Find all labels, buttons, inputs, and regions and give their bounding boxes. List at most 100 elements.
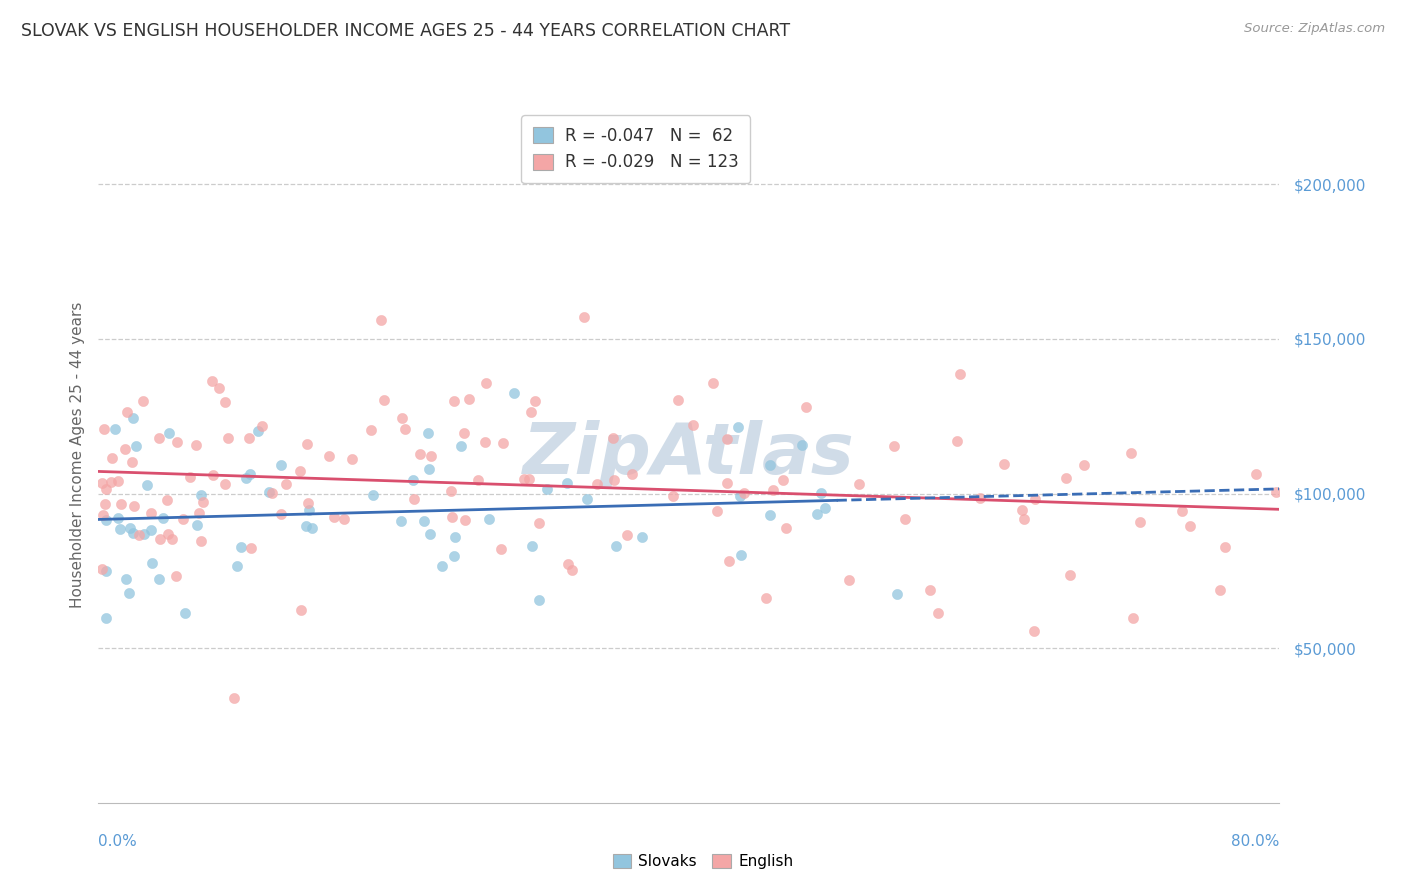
- Point: [107, 474, 129, 488]
- Point: [301, 520, 323, 534]
- Point: [104, 422, 127, 436]
- Point: [188, 506, 211, 520]
- Point: [728, 489, 751, 503]
- Point: [478, 512, 501, 526]
- Point: [513, 472, 536, 486]
- Point: [682, 418, 704, 433]
- Point: [252, 419, 274, 434]
- Y-axis label: Householder Income Ages 25 - 44 years: Householder Income Ages 25 - 44 years: [69, 301, 84, 608]
- Point: [174, 606, 197, 620]
- Point: [124, 439, 146, 453]
- Point: [492, 436, 515, 450]
- Point: [152, 511, 174, 525]
- Point: [949, 367, 972, 381]
- Point: [214, 476, 236, 491]
- Point: [93, 497, 115, 511]
- Point: [848, 477, 870, 491]
- Point: [443, 394, 465, 409]
- Point: [100, 475, 122, 489]
- Point: [420, 449, 443, 463]
- Point: [555, 475, 578, 490]
- Point: [128, 528, 150, 542]
- Point: [557, 558, 579, 572]
- Point: [666, 393, 689, 408]
- Point: [792, 437, 814, 451]
- Point: [453, 425, 475, 440]
- Point: [360, 423, 382, 437]
- Point: [1209, 582, 1232, 597]
- Point: [115, 405, 138, 419]
- Point: [1011, 503, 1033, 517]
- Point: [576, 492, 599, 507]
- Point: [631, 530, 654, 544]
- Point: [416, 425, 439, 440]
- Point: [91, 475, 114, 490]
- Point: [110, 497, 132, 511]
- Point: [373, 393, 395, 408]
- Text: 0.0%: 0.0%: [98, 834, 138, 849]
- Point: [91, 562, 114, 576]
- Point: [139, 506, 162, 520]
- Point: [762, 483, 785, 497]
- Point: [91, 508, 114, 522]
- Point: [184, 438, 207, 452]
- Point: [402, 491, 425, 506]
- Point: [838, 573, 860, 587]
- Point: [122, 411, 145, 425]
- Point: [474, 435, 496, 450]
- Point: [93, 422, 115, 436]
- Point: [201, 375, 224, 389]
- Point: [257, 484, 280, 499]
- Point: [755, 591, 778, 606]
- Point: [457, 392, 479, 406]
- Point: [165, 568, 187, 582]
- Point: [969, 491, 991, 505]
- Point: [342, 452, 364, 467]
- Point: [235, 471, 257, 485]
- Point: [94, 611, 117, 625]
- Text: 80.0%: 80.0%: [1232, 834, 1279, 849]
- Point: [503, 386, 526, 401]
- Point: [489, 541, 512, 556]
- Point: [132, 394, 155, 409]
- Point: [114, 572, 136, 586]
- Point: [1265, 484, 1288, 499]
- Point: [605, 539, 627, 553]
- Point: [475, 376, 498, 390]
- Point: [418, 462, 440, 476]
- Point: [108, 522, 131, 536]
- Point: [602, 431, 624, 445]
- Point: [101, 451, 124, 466]
- Point: [246, 424, 269, 438]
- Point: [121, 455, 143, 469]
- Point: [160, 532, 183, 546]
- Point: [208, 382, 231, 396]
- Point: [444, 530, 467, 544]
- Point: [1073, 458, 1095, 473]
- Point: [139, 523, 162, 537]
- Point: [519, 472, 541, 486]
- Point: [1054, 471, 1077, 485]
- Point: [440, 509, 463, 524]
- Point: [1122, 611, 1144, 625]
- Point: [96, 513, 118, 527]
- Point: [883, 439, 905, 453]
- Point: [294, 519, 316, 533]
- Point: [401, 473, 423, 487]
- Point: [886, 587, 908, 601]
- Point: [794, 400, 817, 414]
- Point: [136, 478, 159, 492]
- Point: [214, 395, 236, 409]
- Text: Source: ZipAtlas.com: Source: ZipAtlas.com: [1244, 22, 1385, 36]
- Point: [810, 485, 832, 500]
- Point: [122, 526, 145, 541]
- Point: [409, 447, 432, 461]
- Point: [295, 437, 318, 451]
- Point: [1180, 518, 1202, 533]
- Point: [118, 585, 141, 599]
- Point: [718, 554, 741, 568]
- Point: [297, 496, 319, 510]
- Point: [585, 477, 607, 491]
- Point: [1024, 492, 1046, 507]
- Point: [527, 592, 550, 607]
